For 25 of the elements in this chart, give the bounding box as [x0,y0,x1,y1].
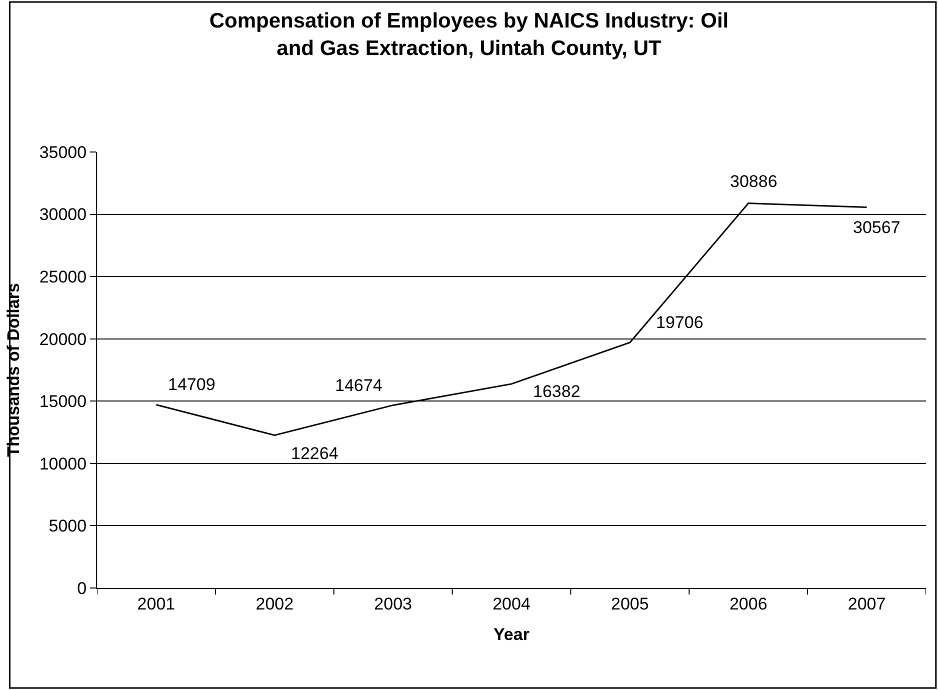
y-tick-label: 0 [77,578,87,598]
data-label: 30567 [853,218,900,237]
x-tick-label: 2006 [729,594,768,614]
x-tick-label: 2005 [611,594,649,614]
y-tick-label: 25000 [39,268,87,287]
x-tick-label: 2003 [374,594,412,614]
data-label: 16382 [533,382,580,401]
x-axis-title: Year [494,624,530,644]
data-label: 30886 [730,172,778,191]
x-tick-label: 2001 [137,594,176,614]
y-tick-label: 30000 [39,205,87,224]
y-tick-label: 20000 [39,330,87,349]
x-tick-label: 2004 [492,594,530,614]
y-tick-label: 10000 [39,454,87,474]
data-label: 14709 [168,375,216,394]
chart-title: Compensation of Employees by NAICS Industry: Oil and Gas Extraction, Uintah County, UT [209,10,729,60]
data-label: 12264 [291,444,338,463]
x-tick-label: 2002 [256,594,294,614]
y-tick-label: 35000 [39,142,87,162]
data-label: 19706 [656,313,704,332]
data-label: 14674 [335,376,382,395]
y-axis-title: Thousands of Dollars [4,283,23,457]
y-tick-label: 5000 [48,516,87,536]
x-tick-label: 2007 [848,594,886,614]
y-tick-label: 15000 [39,392,87,412]
